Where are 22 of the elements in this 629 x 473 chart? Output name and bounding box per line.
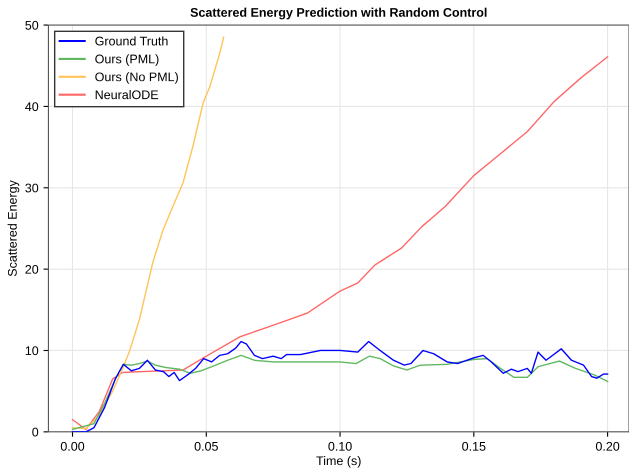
x-axis-title: Time (s): [316, 456, 361, 468]
y-tick-label: 20: [25, 264, 38, 274]
x-tick-label: 0.10: [328, 442, 352, 451]
x-tick-label: 0.00: [60, 442, 84, 451]
legend-label: Ground Truth: [95, 36, 168, 46]
x-tick-label: 0.05: [194, 442, 218, 451]
chart-title: Scattered Energy Prediction with Random Control: [190, 8, 486, 20]
x-tick-label: 0.20: [596, 442, 620, 451]
y-axis-title: Scattered Energy: [8, 180, 20, 276]
y-tick-label: 50: [25, 20, 38, 30]
legend-label: Ours (PML): [95, 54, 158, 66]
legend-label: Ours (No PML): [95, 72, 178, 84]
line-series: [72, 56, 608, 430]
legend-label: NeuralODE: [96, 90, 158, 100]
x-tick-label: 0.15: [462, 442, 486, 451]
y-tick-label: 30: [25, 184, 38, 192]
line-series: [72, 354, 608, 430]
line-series: [72, 36, 224, 430]
y-tick-label: 0: [32, 428, 38, 436]
y-tick-label: 10: [26, 346, 38, 356]
y-tick-label: 40: [25, 102, 38, 112]
line-series: [72, 340, 608, 432]
